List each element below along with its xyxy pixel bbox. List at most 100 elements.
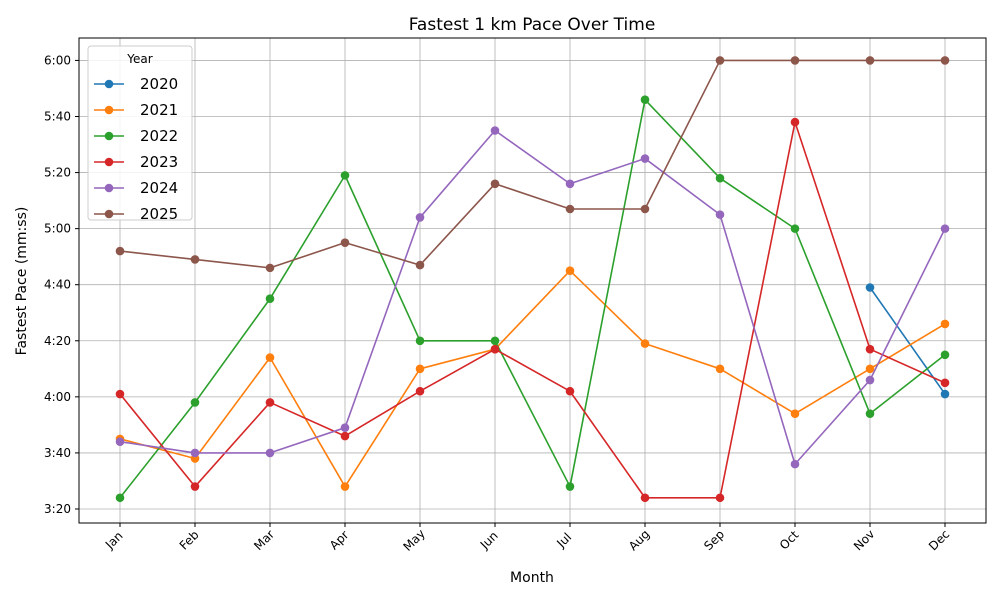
y-tick-label: 3:40 xyxy=(44,446,71,460)
y-axis-title: Fastest Pace (mm:ss) xyxy=(14,207,30,356)
data-point xyxy=(715,210,725,219)
y-tick-label: 4:00 xyxy=(44,390,71,404)
series-line xyxy=(869,287,946,395)
x-tick-label: Oct xyxy=(777,528,802,553)
x-tick-label: Jul xyxy=(553,530,574,551)
data-point xyxy=(790,409,800,418)
legend-label: 2025 xyxy=(140,205,178,223)
data-point xyxy=(865,283,875,292)
series-line xyxy=(119,129,946,465)
plot-frame xyxy=(78,37,987,524)
y-tick-label: 4:20 xyxy=(44,334,71,348)
legend-label: 2023 xyxy=(140,153,178,171)
data-point xyxy=(940,389,950,399)
x-tick-label: Dec xyxy=(926,527,952,553)
series-line xyxy=(119,98,946,499)
x-axis-title: Month xyxy=(510,570,554,586)
series-lines xyxy=(115,56,950,503)
legend-item-2020: 2020 xyxy=(94,75,178,93)
series-2024 xyxy=(115,126,950,469)
x-tick-label: May xyxy=(400,526,427,553)
data-point xyxy=(265,263,275,273)
data-point xyxy=(415,386,425,396)
legend-box xyxy=(87,45,193,221)
data-point xyxy=(415,260,425,270)
data-point xyxy=(490,336,500,346)
data-point xyxy=(865,364,875,374)
data-point xyxy=(865,409,875,418)
data-point xyxy=(715,56,725,65)
data-point xyxy=(265,448,275,458)
data-point xyxy=(940,378,950,388)
data-point xyxy=(340,423,350,432)
data-point xyxy=(640,204,650,214)
legend-label: 2022 xyxy=(140,127,178,145)
legend-marker xyxy=(104,183,114,193)
data-point xyxy=(340,171,350,180)
data-point xyxy=(565,482,575,491)
x-tick-label: Apr xyxy=(327,528,352,553)
data-point xyxy=(490,126,500,135)
series-line xyxy=(119,59,945,269)
data-point xyxy=(865,375,875,385)
legend-item-2023: 2023 xyxy=(94,153,178,171)
x-tick-label: Jan xyxy=(102,529,126,553)
data-point xyxy=(640,339,650,348)
data-point xyxy=(865,344,875,354)
data-point xyxy=(340,238,350,247)
data-point xyxy=(265,353,275,362)
x-tick-label: Mar xyxy=(251,527,277,553)
legend-label: 2021 xyxy=(140,101,178,119)
data-point xyxy=(565,266,575,275)
legend-marker xyxy=(104,79,114,89)
data-point xyxy=(715,173,725,183)
data-point xyxy=(940,350,950,360)
x-axis-ticks: Jan Feb Mar Apr May Jun Jul Aug Sep Oct Nov Dec xyxy=(102,523,952,554)
legend-item-2022: 2022 xyxy=(94,127,178,145)
x-tick-label: Sep xyxy=(701,527,727,553)
data-point xyxy=(790,117,800,127)
series-line xyxy=(119,121,946,499)
data-point xyxy=(865,56,875,65)
data-point xyxy=(190,448,200,458)
y-tick-label: 5:00 xyxy=(44,222,71,236)
data-point xyxy=(115,389,125,399)
data-point xyxy=(265,294,275,304)
x-tick-label: Aug xyxy=(626,527,652,553)
data-point xyxy=(565,204,575,214)
data-point xyxy=(640,154,650,163)
legend-marker xyxy=(104,209,114,219)
data-point xyxy=(265,398,275,407)
data-point xyxy=(115,493,125,503)
data-point xyxy=(790,224,800,233)
data-point xyxy=(490,344,500,354)
y-axis-ticks: 3:20 3:40 4:00 4:20 4:40 5:00 5:20 5:40 6:00 xyxy=(44,53,79,516)
data-point xyxy=(115,437,125,446)
y-tick-label: 3:20 xyxy=(44,502,71,516)
legend-marker xyxy=(104,105,114,115)
data-point xyxy=(340,431,350,441)
data-point xyxy=(715,493,725,503)
chart-title: Fastest 1 km Pace Over Time xyxy=(409,15,656,35)
data-point xyxy=(415,213,425,222)
data-point xyxy=(415,336,425,346)
x-tick-label: Jun xyxy=(477,529,501,553)
legend-marker xyxy=(104,131,114,141)
x-tick-label: Feb xyxy=(177,528,202,553)
legend: Year 2020 2021 2022 2023 2024 2025 xyxy=(87,45,193,223)
series-2022 xyxy=(115,95,950,503)
data-point xyxy=(565,386,575,396)
data-point xyxy=(415,364,425,374)
data-point xyxy=(640,95,650,104)
data-point xyxy=(340,482,350,491)
data-point xyxy=(490,179,500,189)
data-point xyxy=(790,56,800,65)
legend-item-2024: 2024 xyxy=(94,179,178,197)
grid xyxy=(79,38,986,523)
y-tick-label: 6:00 xyxy=(44,53,71,67)
data-point xyxy=(565,179,575,189)
x-tick-label: Nov xyxy=(851,527,877,553)
legend-label: 2020 xyxy=(140,75,178,93)
